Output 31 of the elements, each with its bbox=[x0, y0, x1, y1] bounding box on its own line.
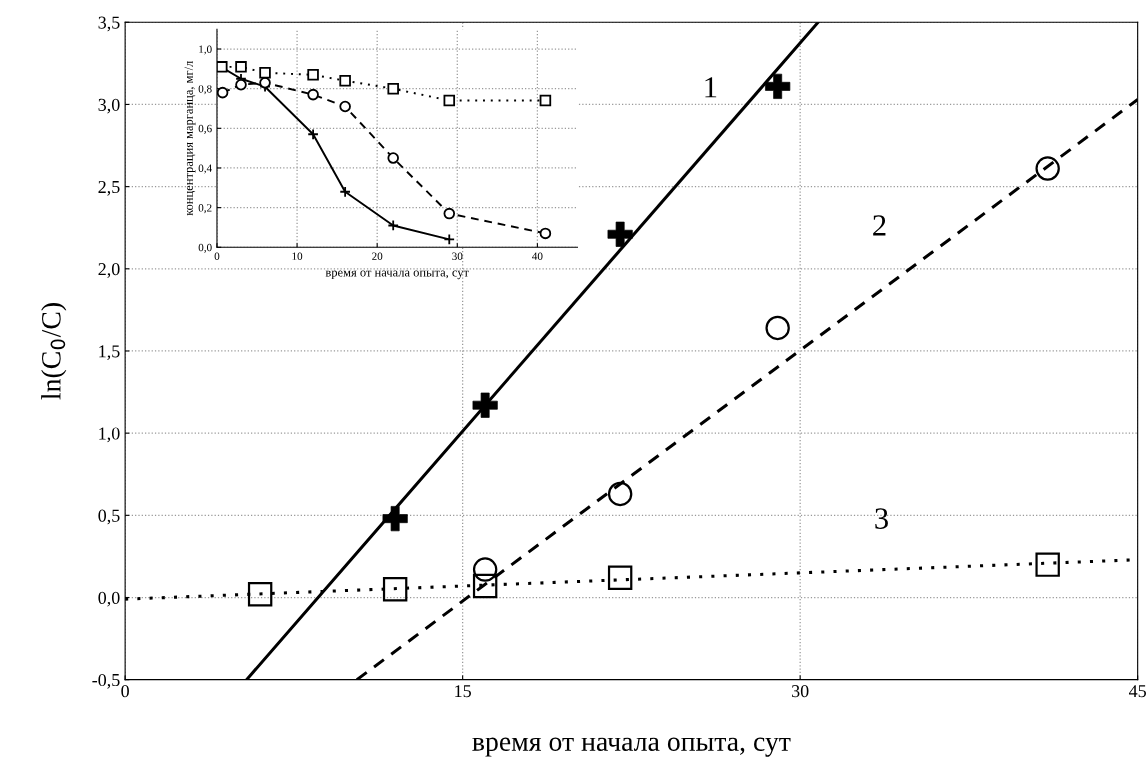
x-axis-title: время от начала опыта, сут bbox=[325, 270, 469, 280]
x-tick-label: 0 bbox=[214, 252, 220, 260]
y-tick-label: 1,0 bbox=[99, 427, 120, 443]
y-tick-label: 0,4 bbox=[198, 164, 212, 174]
x-tick-label: 15 bbox=[455, 685, 471, 698]
y-tick-label: 3,5 bbox=[98, 16, 120, 32]
x-tick-label: 30 bbox=[452, 252, 463, 260]
x-axis-title: время от начала опыта, сут bbox=[472, 737, 791, 757]
series-label: 1 bbox=[705, 77, 717, 98]
y-tick-label: 0,5 bbox=[98, 509, 120, 525]
y-tick-label: 0,0 bbox=[198, 243, 212, 253]
x-tick-label: 45 bbox=[1128, 685, 1146, 698]
y-tick-label: 0,0 bbox=[98, 591, 120, 607]
x-tick-label: 40 bbox=[532, 252, 543, 260]
x-tick-label: 10 bbox=[292, 252, 303, 260]
x-tick-label: 0 bbox=[121, 685, 129, 698]
y-axis-title: концентрация марганца, мг/л bbox=[184, 60, 196, 216]
series-label: 3 bbox=[875, 508, 888, 529]
y-tick-label: 0,6 bbox=[198, 124, 212, 134]
y-tick-label: 0,8 bbox=[198, 85, 212, 95]
y-tick-label: 1,5 bbox=[99, 345, 120, 361]
y-tick-label: 1,0 bbox=[199, 45, 212, 55]
x-tick-label: 30 bbox=[791, 685, 809, 698]
y-tick-label: 3,0 bbox=[98, 98, 120, 114]
y-tick-label: 0,2 bbox=[198, 204, 212, 214]
y-tick-label: -0,5 bbox=[92, 673, 120, 689]
y-tick-label: 2,5 bbox=[98, 180, 120, 196]
y-tick-label: 2,0 bbox=[98, 263, 120, 278]
series-label: 2 bbox=[873, 215, 886, 236]
x-tick-label: 20 bbox=[372, 252, 383, 260]
y-axis-title: ln(C$_{0}$/C) bbox=[41, 303, 67, 400]
